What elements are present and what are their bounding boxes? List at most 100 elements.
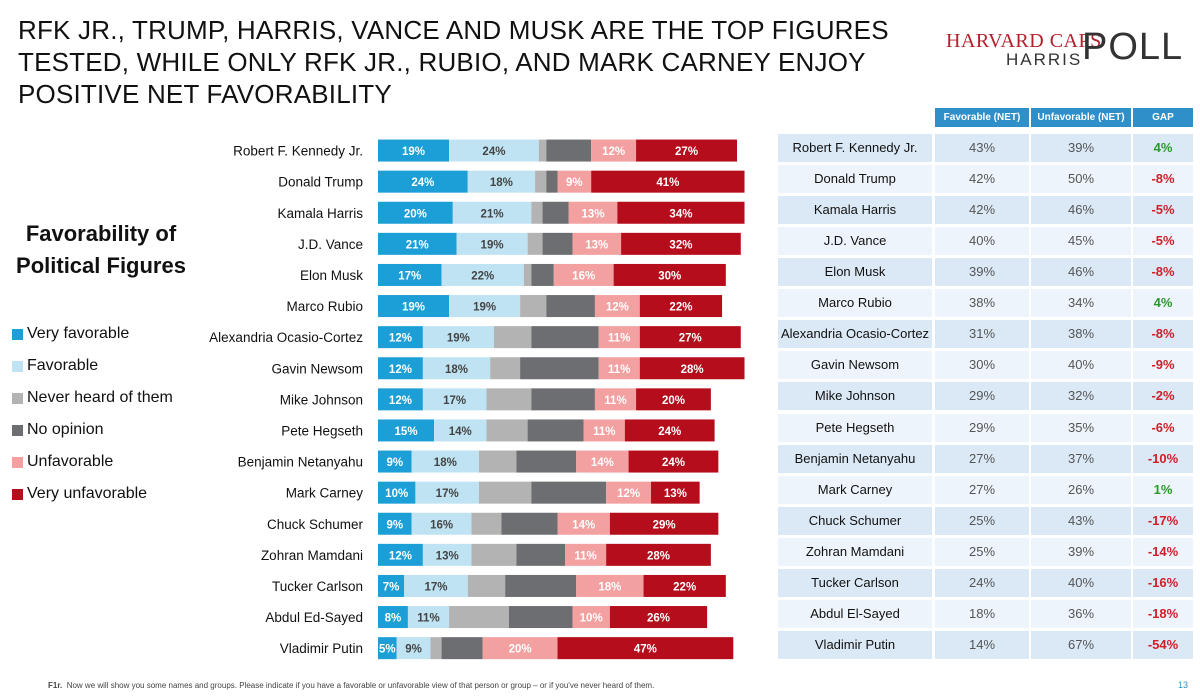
table-cell-gap-mark-carney: 1% (1133, 475, 1193, 504)
data-label-favorable-mike-johnson: 17% (443, 395, 466, 407)
bar-segment-never-heard-of-them-marco-rubio (520, 295, 547, 318)
bar-segment-very-favorable-elon-musk (378, 263, 442, 286)
table-cell-favorable-zohran-mamdani: 25% (935, 537, 1029, 566)
bar-segment-unfavorable-j-d-vance (572, 232, 622, 255)
bar-segment-never-heard-of-them-robert-f-kennedy-jr (538, 139, 547, 162)
table-cell-name-marco-rubio: Marco Rubio (778, 289, 932, 318)
bar-segment-favorable-donald-trump (467, 170, 536, 193)
table-cell-gap-vladimir-putin: -54% (1133, 630, 1193, 659)
data-label-favorable-mark-carney: 17% (436, 488, 459, 500)
data-label-unfavorable-abdul-ed-sayed: 10% (580, 613, 603, 625)
bar-segment-never-heard-of-them-gavin-newsom (490, 357, 521, 380)
table-cell-favorable-pete-hegseth: 29% (935, 413, 1029, 442)
table-cell-favorable-kamala-harris: 42% (935, 196, 1029, 225)
table-cell-name-abdul-el-sayed: Abdul El-Sayed (778, 599, 932, 628)
data-label-very-unfavorable-elon-musk: 30% (658, 270, 681, 282)
table-cell-favorable-mark-carney: 27% (935, 475, 1029, 504)
table-header-gap: GAP (1133, 108, 1193, 127)
legend-label-favorable: Favorable (27, 357, 99, 374)
bar-segment-never-heard-of-them-pete-hegseth (486, 419, 528, 442)
bar-segment-no-opinion-chuck-schumer (501, 512, 558, 535)
bar-segment-very-favorable-pete-hegseth (378, 419, 435, 442)
footnote: F1r. Now we will show you some names and… (48, 681, 654, 690)
table-cell-gap-chuck-schumer: -17% (1133, 506, 1193, 535)
data-label-very-favorable-gavin-newsom: 12% (389, 364, 412, 376)
bar-segment-very-unfavorable-elon-musk (613, 263, 726, 286)
table-header-unfavorable: Unfavorable (NET) (1031, 108, 1131, 127)
category-label-benjamin-netanyahu: Benjamin Netanyahu (238, 455, 363, 470)
data-label-favorable-donald-trump: 18% (490, 177, 513, 189)
data-label-unfavorable-kamala-harris: 13% (582, 208, 605, 220)
bar-segment-unfavorable-benjamin-netanyahu (576, 450, 629, 473)
bar-segment-very-unfavorable-vladimir-putin (557, 637, 734, 660)
table-cell-gap-marco-rubio: 4% (1133, 289, 1193, 318)
data-label-very-unfavorable-j-d-vance: 32% (669, 239, 692, 251)
legend-swatch-never-heard (12, 393, 23, 404)
bar-segment-no-opinion-gavin-newsom (520, 357, 599, 380)
legend-item-no-opinion: No opinion (12, 421, 212, 441)
table-cell-gap-j-d-vance: -5% (1133, 227, 1193, 256)
bar-segment-favorable-zohran-mamdani (422, 543, 472, 566)
category-label-abdul-ed-sayed: Abdul Ed-Sayed (265, 610, 363, 625)
bar-segment-favorable-abdul-ed-sayed (407, 606, 450, 629)
data-label-very-favorable-alexandria-ocasio-cortez: 12% (389, 333, 412, 345)
category-label-kamala-harris: Kamala Harris (277, 206, 363, 221)
bar-segment-very-favorable-marco-rubio (378, 295, 450, 318)
bar-segment-never-heard-of-them-abdul-ed-sayed (449, 606, 509, 629)
bar-segment-very-unfavorable-mark-carney (651, 481, 700, 504)
table-header-favorable: Favorable (NET) (935, 108, 1029, 127)
table-cell-name-mike-johnson: Mike Johnson (778, 382, 932, 411)
bar-segment-favorable-alexandria-ocasio-cortez (422, 326, 494, 349)
bar-segment-no-opinion-j-d-vance (542, 232, 573, 255)
bar-segment-very-favorable-mike-johnson (378, 388, 423, 411)
table-row: Marco Rubio 38% 34% 4% (778, 289, 1194, 318)
legend-swatch-unfavorable (12, 457, 23, 468)
table-cell-favorable-elon-musk: 39% (935, 258, 1029, 287)
bar-segment-no-opinion-donald-trump (546, 170, 558, 193)
table-cell-favorable-donald-trump: 42% (935, 165, 1029, 194)
table-cell-unfavorable-tucker-carlson: 40% (1031, 568, 1131, 597)
bar-segment-very-favorable-abdul-ed-sayed (378, 606, 408, 629)
chart-subtitle: Favorability of Political Figures (16, 221, 186, 278)
data-label-favorable-vladimir-putin: 9% (405, 644, 422, 656)
category-label-chuck-schumer: Chuck Schumer (267, 517, 364, 532)
bar-segment-no-opinion-abdul-ed-sayed (508, 606, 573, 629)
table-cell-favorable-alexandria-ocasio-cortez: 31% (935, 320, 1029, 349)
bar-segment-very-unfavorable-alexandria-ocasio-cortez (639, 326, 741, 349)
legend-swatch-no-opinion (12, 425, 23, 436)
bar-segment-very-unfavorable-tucker-carlson (643, 574, 726, 597)
table-cell-unfavorable-alexandria-ocasio-cortez: 38% (1031, 320, 1131, 349)
data-label-unfavorable-donald-trump: 9% (566, 177, 583, 189)
legend-swatch-very-unfavorable (12, 489, 23, 500)
table-row: J.D. Vance 40% 45% -5% (778, 227, 1194, 256)
logo-line-2: HARRIS (1006, 50, 1083, 69)
table-cell-unfavorable-mike-johnson: 32% (1031, 382, 1131, 411)
bar-segment-unfavorable-alexandria-ocasio-cortez (598, 326, 640, 349)
bar-segment-very-favorable-benjamin-netanyahu (378, 450, 412, 473)
data-label-very-favorable-zohran-mamdani: 12% (389, 550, 412, 562)
legend-item-unfavorable: Unfavorable (12, 453, 212, 473)
table-cell-unfavorable-donald-trump: 50% (1031, 165, 1131, 194)
table-cell-name-zohran-mamdani: Zohran Mamdani (778, 537, 932, 566)
data-label-unfavorable-mark-carney: 12% (617, 488, 640, 500)
data-label-unfavorable-tucker-carlson: 18% (598, 581, 621, 593)
table-cell-gap-benjamin-netanyahu: -10% (1133, 444, 1193, 473)
category-label-alexandria-ocasio-cortez: Alexandria Ocasio-Cortez (209, 330, 363, 345)
bar-segment-very-unfavorable-j-d-vance (621, 232, 741, 255)
data-label-very-unfavorable-mark-carney: 13% (664, 488, 687, 500)
data-label-very-unfavorable-marco-rubio: 22% (669, 302, 692, 314)
legend-swatch-very-favorable (12, 329, 23, 340)
harvard-caps-harris-poll-logo: HARVARD CAPS HARRIS POLL (946, 26, 1186, 69)
data-label-favorable-robert-f-kennedy-jr: 24% (482, 146, 505, 158)
table-cell-unfavorable-elon-musk: 46% (1031, 258, 1131, 287)
data-label-very-unfavorable-donald-trump: 41% (656, 177, 679, 189)
bar-segment-never-heard-of-them-kamala-harris (531, 201, 543, 224)
bar-segment-never-heard-of-them-benjamin-netanyahu (478, 450, 517, 473)
data-label-unfavorable-vladimir-putin: 20% (509, 644, 532, 656)
bar-segment-unfavorable-mike-johnson (594, 388, 637, 411)
table-cell-unfavorable-vladimir-putin: 67% (1031, 630, 1131, 659)
bar-segment-favorable-benjamin-netanyahu (411, 450, 479, 473)
legend-item-very-unfavorable: Very unfavorable (12, 485, 212, 505)
data-label-very-favorable-abdul-ed-sayed: 8% (385, 613, 402, 625)
data-label-favorable-tucker-carlson: 17% (424, 581, 447, 593)
